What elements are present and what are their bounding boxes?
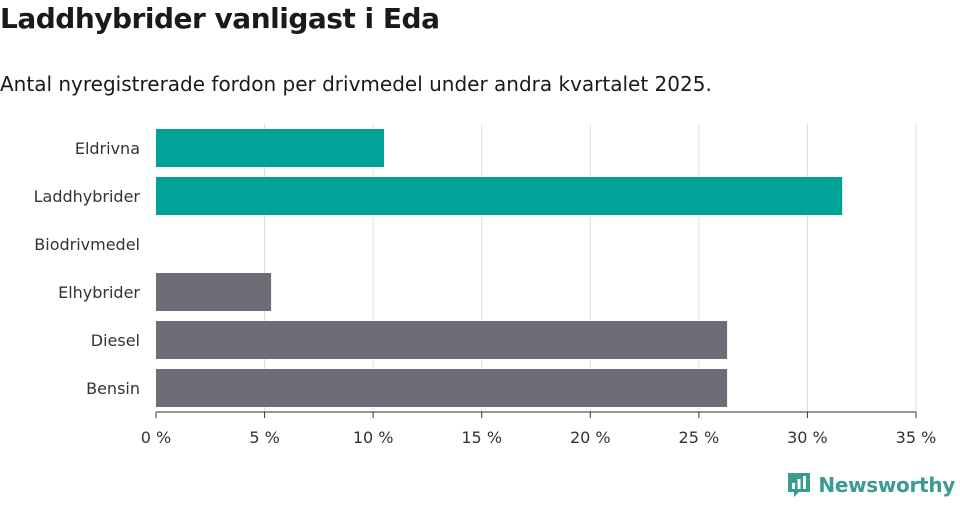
x-tick-label: 20 % — [570, 428, 611, 447]
x-tick-label: 35 % — [896, 428, 937, 447]
x-tick-label: 15 % — [461, 428, 502, 447]
category-label: Elhybrider — [58, 283, 140, 302]
category-label: Laddhybrider — [34, 187, 141, 206]
category-label: Bensin — [86, 379, 140, 398]
bar — [156, 273, 272, 311]
chart-subtitle: Antal nyregistrerade fordon per drivmede… — [0, 72, 712, 96]
x-tick-label: 25 % — [679, 428, 720, 447]
x-tick-label: 5 % — [249, 428, 279, 447]
bar — [156, 129, 384, 167]
bar-chart-speech-bubble-icon — [788, 473, 811, 497]
x-tick-label: 30 % — [787, 428, 828, 447]
newsworthy-logo: Newsworthy — [786, 471, 955, 499]
category-label: Diesel — [91, 331, 140, 350]
bar — [156, 369, 728, 407]
chart-title: Laddhybrider vanligast i Eda — [0, 2, 440, 35]
category-label: Biodrivmedel — [34, 235, 140, 254]
x-tick-label: 10 % — [353, 428, 394, 447]
bar — [156, 177, 843, 215]
brand-name: Newsworthy — [818, 473, 955, 497]
category-label: Eldrivna — [75, 139, 140, 158]
bar — [156, 321, 728, 359]
x-tick-label: 0 % — [141, 428, 171, 447]
